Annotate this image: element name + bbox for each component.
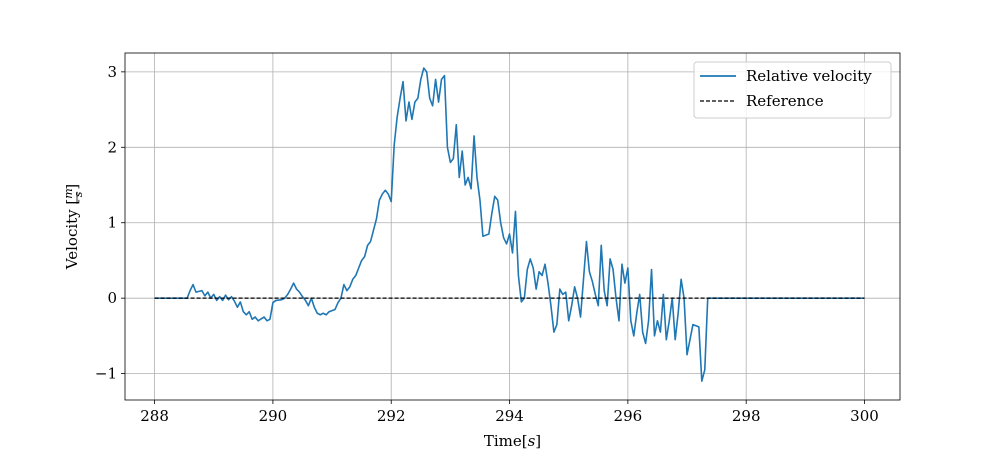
y-axis-label-unit-den: s: [72, 191, 85, 197]
legend: Relative velocity Reference: [693, 61, 892, 119]
series-layer: [154, 67, 865, 382]
x-axis-label-unit: s: [528, 432, 536, 449]
x-tick-label: 288: [140, 407, 169, 425]
y-axis-label-prefix: Velocity: [63, 209, 81, 270]
x-axis-label-prefix: Time: [484, 432, 522, 449]
x-tick-label: 298: [732, 407, 761, 425]
y-tick-label: 1: [107, 214, 117, 232]
x-tick-label: 296: [614, 407, 643, 425]
svg-text:Velocity [ms]: Velocity [ms]: [62, 184, 85, 270]
legend-label-reference: Reference: [746, 92, 824, 110]
y-tick-label: 2: [107, 138, 117, 156]
x-axis-label: Time[s]: [484, 432, 541, 449]
y-tick-label: 3: [107, 63, 117, 81]
x-tick-label: 294: [495, 407, 524, 425]
legend-label-relative-velocity: Relative velocity: [746, 67, 872, 85]
x-tick-label: 290: [259, 407, 288, 425]
plot-frame: [124, 52, 901, 401]
y-axis-label: Velocity [ms]: [62, 184, 85, 270]
legend-box: [693, 61, 892, 119]
y-tick-label: 0: [107, 289, 117, 307]
x-tick-label: 300: [850, 407, 879, 425]
y-axis-label-unit-num: m: [62, 188, 75, 198]
x-tick-label: 292: [377, 407, 406, 425]
relative-velocity-line: [154, 67, 865, 382]
ticks: 288 290 292 294 296 298 300 −1 0 1 2 3: [95, 63, 879, 425]
y-tick-label: −1: [95, 365, 117, 383]
